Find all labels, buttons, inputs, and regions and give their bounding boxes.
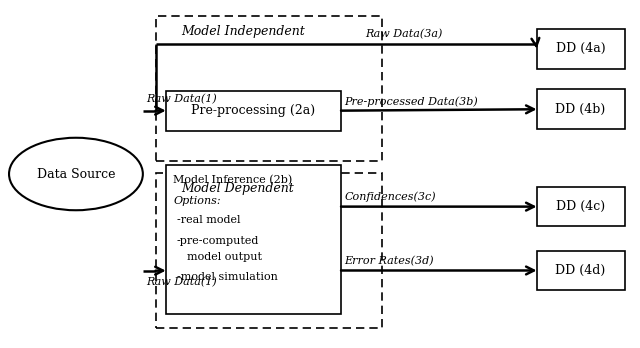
Text: -model simulation: -model simulation <box>177 272 278 282</box>
Text: Raw Data(3a): Raw Data(3a) <box>365 29 443 39</box>
Text: DD (4b): DD (4b) <box>556 103 605 116</box>
FancyBboxPatch shape <box>537 29 625 69</box>
Text: Raw Data(1): Raw Data(1) <box>146 94 217 104</box>
Text: -pre-computed: -pre-computed <box>177 236 259 246</box>
Text: -real model: -real model <box>177 215 240 226</box>
Text: DD (4d): DD (4d) <box>556 264 605 277</box>
Text: Model Independent: Model Independent <box>181 24 305 38</box>
FancyBboxPatch shape <box>537 89 625 129</box>
Text: DD (4c): DD (4c) <box>556 200 605 213</box>
Text: Error Rates(3d): Error Rates(3d) <box>344 256 434 266</box>
FancyBboxPatch shape <box>166 165 341 314</box>
Circle shape <box>9 138 143 210</box>
Text: Pre-processing (2a): Pre-processing (2a) <box>191 104 316 117</box>
Text: Raw Data(1): Raw Data(1) <box>146 277 217 287</box>
Text: Model Inference (2b): Model Inference (2b) <box>173 175 292 185</box>
Text: model output: model output <box>188 252 262 262</box>
Text: Confidences(3c): Confidences(3c) <box>344 192 436 203</box>
Text: Options:: Options: <box>173 196 221 206</box>
FancyBboxPatch shape <box>537 251 625 290</box>
Text: Model Dependent: Model Dependent <box>181 182 294 195</box>
FancyBboxPatch shape <box>166 91 341 130</box>
FancyBboxPatch shape <box>537 187 625 227</box>
Text: DD (4a): DD (4a) <box>556 42 605 55</box>
Text: Pre-processed Data(3b): Pre-processed Data(3b) <box>344 96 478 106</box>
Text: Data Source: Data Source <box>36 167 115 181</box>
